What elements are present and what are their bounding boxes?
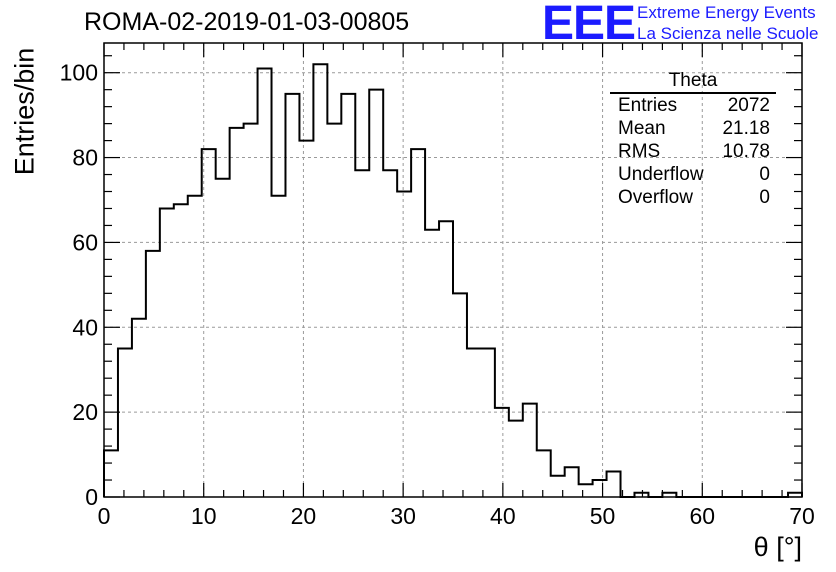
histogram-bin (565, 467, 579, 497)
x-tick-label: 30 (390, 503, 416, 529)
histogram-bin (425, 230, 439, 497)
y-tick-label: 20 (72, 399, 98, 425)
histogram-bin (202, 149, 216, 497)
eee-logo: EEE (542, 0, 636, 50)
x-tick-label: 20 (291, 503, 317, 529)
histogram-bin (467, 348, 481, 497)
stats-row-underflow: Underflow 0 (610, 163, 776, 186)
stats-value: 2072 (727, 95, 770, 116)
stats-value: 0 (759, 164, 770, 185)
stats-label: Mean (618, 118, 666, 139)
histogram-bin (453, 293, 467, 497)
stats-label: Underflow (618, 164, 704, 185)
stats-box-title: Theta (610, 70, 776, 94)
stats-row-overflow: Overflow 0 (610, 186, 776, 209)
histogram-bin (313, 64, 327, 497)
histogram-bin (495, 408, 509, 497)
stats-label: Overflow (618, 187, 693, 208)
x-tick-label: 10 (191, 503, 217, 529)
x-tick-label: 0 (98, 503, 111, 529)
logo-text-line1: Extreme Energy Events (637, 3, 816, 22)
y-tick-label: 100 (60, 60, 98, 86)
histogram-bin (523, 404, 537, 497)
histogram-bin (216, 179, 230, 497)
histogram-bin (188, 196, 202, 497)
y-tick-label: 40 (72, 314, 98, 340)
histogram-bin (146, 251, 160, 497)
histogram-bin (244, 124, 258, 497)
histogram-bin (607, 472, 621, 497)
histogram-bin (411, 149, 425, 497)
stats-label: RMS (618, 141, 661, 162)
plot-frame (103, 42, 803, 498)
histogram-bin (509, 421, 523, 497)
stats-row-entries: Entries 2072 (610, 94, 776, 117)
histogram-outline (103, 63, 803, 498)
histogram-bin (439, 221, 453, 497)
histogram-bin (258, 68, 272, 497)
histogram-bin (341, 94, 355, 497)
histogram-bin (537, 450, 551, 497)
histogram-bin (579, 484, 593, 497)
histogram-bin (285, 94, 299, 497)
histogram-bin (327, 124, 341, 497)
stats-value: 0 (759, 187, 770, 208)
histogram-bin (230, 128, 244, 497)
histogram-bin (299, 141, 313, 497)
histogram-bin (132, 319, 146, 497)
histogram-bin (355, 170, 369, 497)
stats-value: 21.18 (722, 118, 770, 139)
stats-row-mean: Mean 21.18 (610, 117, 776, 140)
y-tick-label: 60 (72, 229, 98, 255)
histogram-bin (383, 170, 397, 497)
stats-value: 10.78 (722, 141, 770, 162)
histogram-bin (272, 196, 286, 497)
histogram-bin (174, 204, 188, 497)
histogram-bin (160, 208, 174, 497)
stats-label: Entries (618, 95, 678, 116)
histogram-bin (551, 476, 565, 497)
y-axis-label: Entries/bin (9, 47, 40, 176)
stats-row-rms: RMS 10.78 (610, 140, 776, 163)
histogram-bin (397, 192, 411, 497)
x-tick-label: 50 (590, 503, 616, 529)
x-tick-label: 60 (689, 503, 715, 529)
x-axis-label: θ [°] (753, 532, 802, 562)
y-tick-label: 80 (72, 145, 98, 171)
histogram-bin (369, 90, 383, 497)
chart-title: ROMA-02-2019-01-03-00805 (84, 8, 410, 36)
y-tick-label: 0 (85, 484, 98, 510)
histogram-bin (118, 348, 132, 497)
x-tick-label: 40 (490, 503, 516, 529)
histogram-bin (104, 450, 118, 497)
logo-text-line2: La Scienza nelle Scuole (637, 24, 819, 43)
histogram-bin (481, 348, 495, 497)
x-tick-label: 70 (789, 503, 815, 529)
stats-box: Theta Entries 2072 Mean 21.18 RMS 10.78 … (610, 70, 776, 209)
histogram-bin (593, 480, 607, 497)
